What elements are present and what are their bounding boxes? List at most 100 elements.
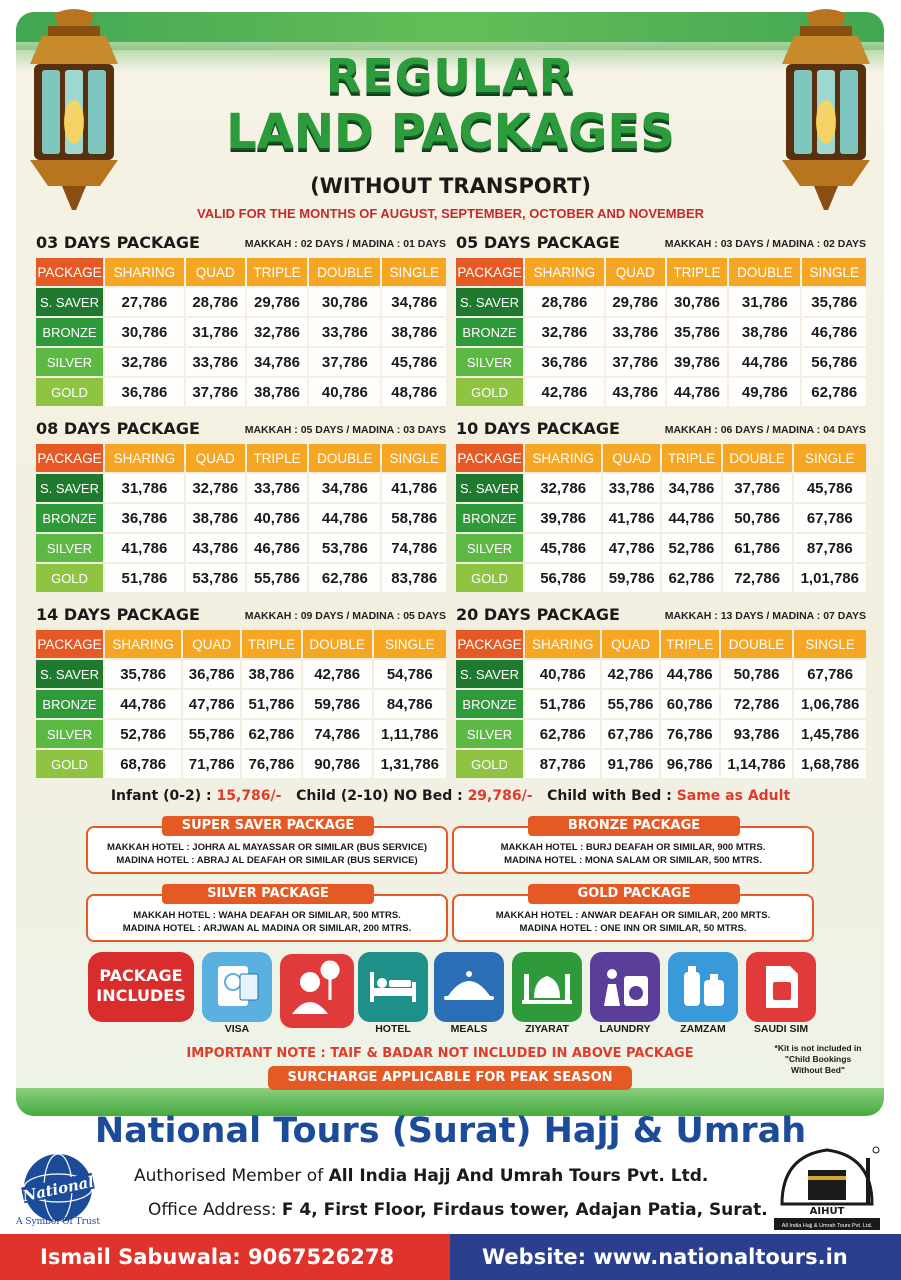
passport-icon [202,952,272,1022]
hotel-madina-line: MADINA HOTEL : MONA SALAM OR SIMILAR, 50… [504,855,762,866]
include-label-meals: MEALS [450,1023,488,1035]
column-header: QUAD [605,258,665,286]
price-cell: 44,786 [729,348,801,376]
table-header-row: PACKAGE SHARING QUAD TRIPLE DOUBLE SINGLE [36,444,446,472]
column-header: DOUBLE [720,630,793,658]
package-duration: MAKKAH : 09 DAYS / MADINA : 05 DAYS [244,610,446,622]
include-label-hotel: HOTEL [375,1023,411,1035]
lantern-right-icon [782,9,870,210]
column-header: TRIPLE [246,444,308,472]
column-header: DOUBLE [309,258,381,286]
price-cell: 29,786 [605,288,665,316]
column-header: PACKAGE [36,444,103,472]
hotel-madina-line: MADINA HOTEL : ONE INN OR SIMILAR, 50 MT… [519,923,747,934]
row-label: BRONZE [36,318,103,346]
row-label: BRONZE [36,690,103,718]
price-cell: 53,786 [185,564,245,592]
price-cell: 67,786 [794,660,866,688]
table-row: BRONZE 36,786 38,786 40,786 44,786 58,786 [36,504,446,532]
price-cell: 84,786 [373,690,446,718]
price-cell: 90,786 [302,750,372,778]
price-cell: 28,786 [185,288,245,316]
column-header: QUAD [183,630,241,658]
package-duration: MAKKAH : 05 DAYS / MADINA : 03 DAYS [244,424,446,436]
aihut-text: AIHUT [810,1206,845,1217]
package-title: 08 DAYS PACKAGE [36,419,200,438]
table-row: S. SAVER 40,786 42,786 44,786 50,786 67,786 [456,660,866,688]
column-header: QUAD [603,444,661,472]
package-block: 20 DAYS PACKAGE MAKKAH : 13 DAYS / MADINA… [456,604,866,780]
price-cell: 72,786 [720,690,793,718]
price-cell: 87,786 [525,750,601,778]
sim-card-icon [746,952,816,1022]
package-header: 10 DAYS PACKAGE MAKKAH : 06 DAYS / MADINA… [456,418,866,438]
include-label-visa: VISA [224,1023,250,1035]
price-cell: 39,786 [525,504,602,532]
child-pricing-note: Infant (0-2) : 15,786/- Child (2-10) NO … [0,788,901,804]
row-label: SILVER [36,720,103,748]
column-header: PACKAGE [456,444,523,472]
table-row: S. SAVER 28,786 29,786 30,786 31,786 35,786 [456,288,866,316]
table-row: BRONZE 44,786 47,786 51,786 59,786 84,786 [36,690,446,718]
price-cell: 38,786 [382,318,446,346]
hotel-madina-line: MADINA HOTEL : ARJWAN AL MADINA OR SIMIL… [122,923,412,934]
row-label: BRONZE [36,504,103,532]
bed-icon [358,952,428,1022]
row-label: S. SAVER [36,288,103,316]
row-label: S. SAVER [456,288,523,316]
price-cell: 36,786 [105,378,184,406]
price-cell: 48,786 [382,378,446,406]
price-cell: 34,786 [309,474,381,502]
price-cell: 33,786 [309,318,381,346]
infant-value: 15,786/- [216,788,282,804]
company-name: National Tours (Surat) Hajj & Umrah [94,1111,807,1151]
column-header: SHARING [525,258,604,286]
price-cell: 39,786 [666,348,728,376]
table-row: GOLD 87,786 91,786 96,786 1,14,786 1,68,786 [456,750,866,778]
price-cell: 40,786 [309,378,381,406]
package-header: 08 DAYS PACKAGE MAKKAH : 05 DAYS / MADINA… [36,418,446,438]
include-label-ziyarat: ZIYARAT [525,1023,569,1035]
price-cell: 35,786 [666,318,728,346]
contact-bar[interactable]: Ismail Sabuwala: 9067526278 [0,1234,450,1280]
price-cell: 62,786 [242,720,301,748]
price-cell: 1,31,786 [373,750,446,778]
table-row: SILVER 45,786 47,786 52,786 61,786 87,786 [456,534,866,562]
package-title: 14 DAYS PACKAGE [36,605,200,624]
package-price-table: PACKAGE SHARING QUAD TRIPLE DOUBLE SINGLE S. S… [34,442,448,594]
child-nobed-label: Child (2-10) NO Bed : [296,788,468,804]
package-price-table: PACKAGE SHARING QUAD TRIPLE DOUBLE SINGLE S. S… [34,628,448,780]
table-header-row: PACKAGE SHARING QUAD TRIPLE DOUBLE SINGLE [36,258,446,286]
price-cell: 44,786 [660,660,719,688]
price-cell: 91,786 [602,750,659,778]
website-bar[interactable]: Website: www.nationaltours.in [450,1234,901,1280]
price-cell: 36,786 [183,660,241,688]
price-cell: 45,786 [382,348,446,376]
price-cell: 38,786 [185,504,245,532]
row-label: GOLD [456,750,523,778]
column-header: QUAD [602,630,659,658]
lantern-left-icon [30,9,118,210]
price-cell: 33,786 [605,318,665,346]
hotel-makkah-line: MAKKAH HOTEL : JOHRA AL MAYASSAR OR SIMI… [106,842,428,853]
validity-text: VALID FOR THE MONTHS OF AUGUST, SEPTEMBE… [196,206,705,221]
table-row: BRONZE 39,786 41,786 44,786 50,786 67,786 [456,504,866,532]
price-cell: 53,786 [309,534,381,562]
price-cell: 37,786 [722,474,792,502]
package-duration: MAKKAH : 13 DAYS / MADINA : 07 DAYS [664,610,866,622]
hotel-makkah-line: MAKKAH HOTEL : WAHA DEAFAH OR SIMILAR, 5… [133,910,401,921]
office-prefix: Office Address: [148,1200,282,1220]
column-header: PACKAGE [36,630,103,658]
price-cell: 30,786 [309,288,381,316]
price-cell: 76,786 [242,750,301,778]
price-cell: 32,786 [525,318,604,346]
column-header: PACKAGE [36,258,103,286]
hotel-box-super-saver: SUPER SAVER PACKAGE MAKKAH HOTEL : JOHRA… [86,816,448,874]
kit-note-line3: Without Bed" [791,1065,845,1075]
column-header: TRIPLE [660,630,719,658]
table-row: SILVER 32,786 33,786 34,786 37,786 45,786 [36,348,446,376]
table-row: GOLD 68,786 71,786 76,786 90,786 1,31,786 [36,750,446,778]
office-address-line: Office Address: F 4, First Floor, Firdau… [148,1200,768,1220]
price-cell: 62,786 [525,720,601,748]
table-row: S. SAVER 32,786 33,786 34,786 37,786 45,786 [456,474,866,502]
